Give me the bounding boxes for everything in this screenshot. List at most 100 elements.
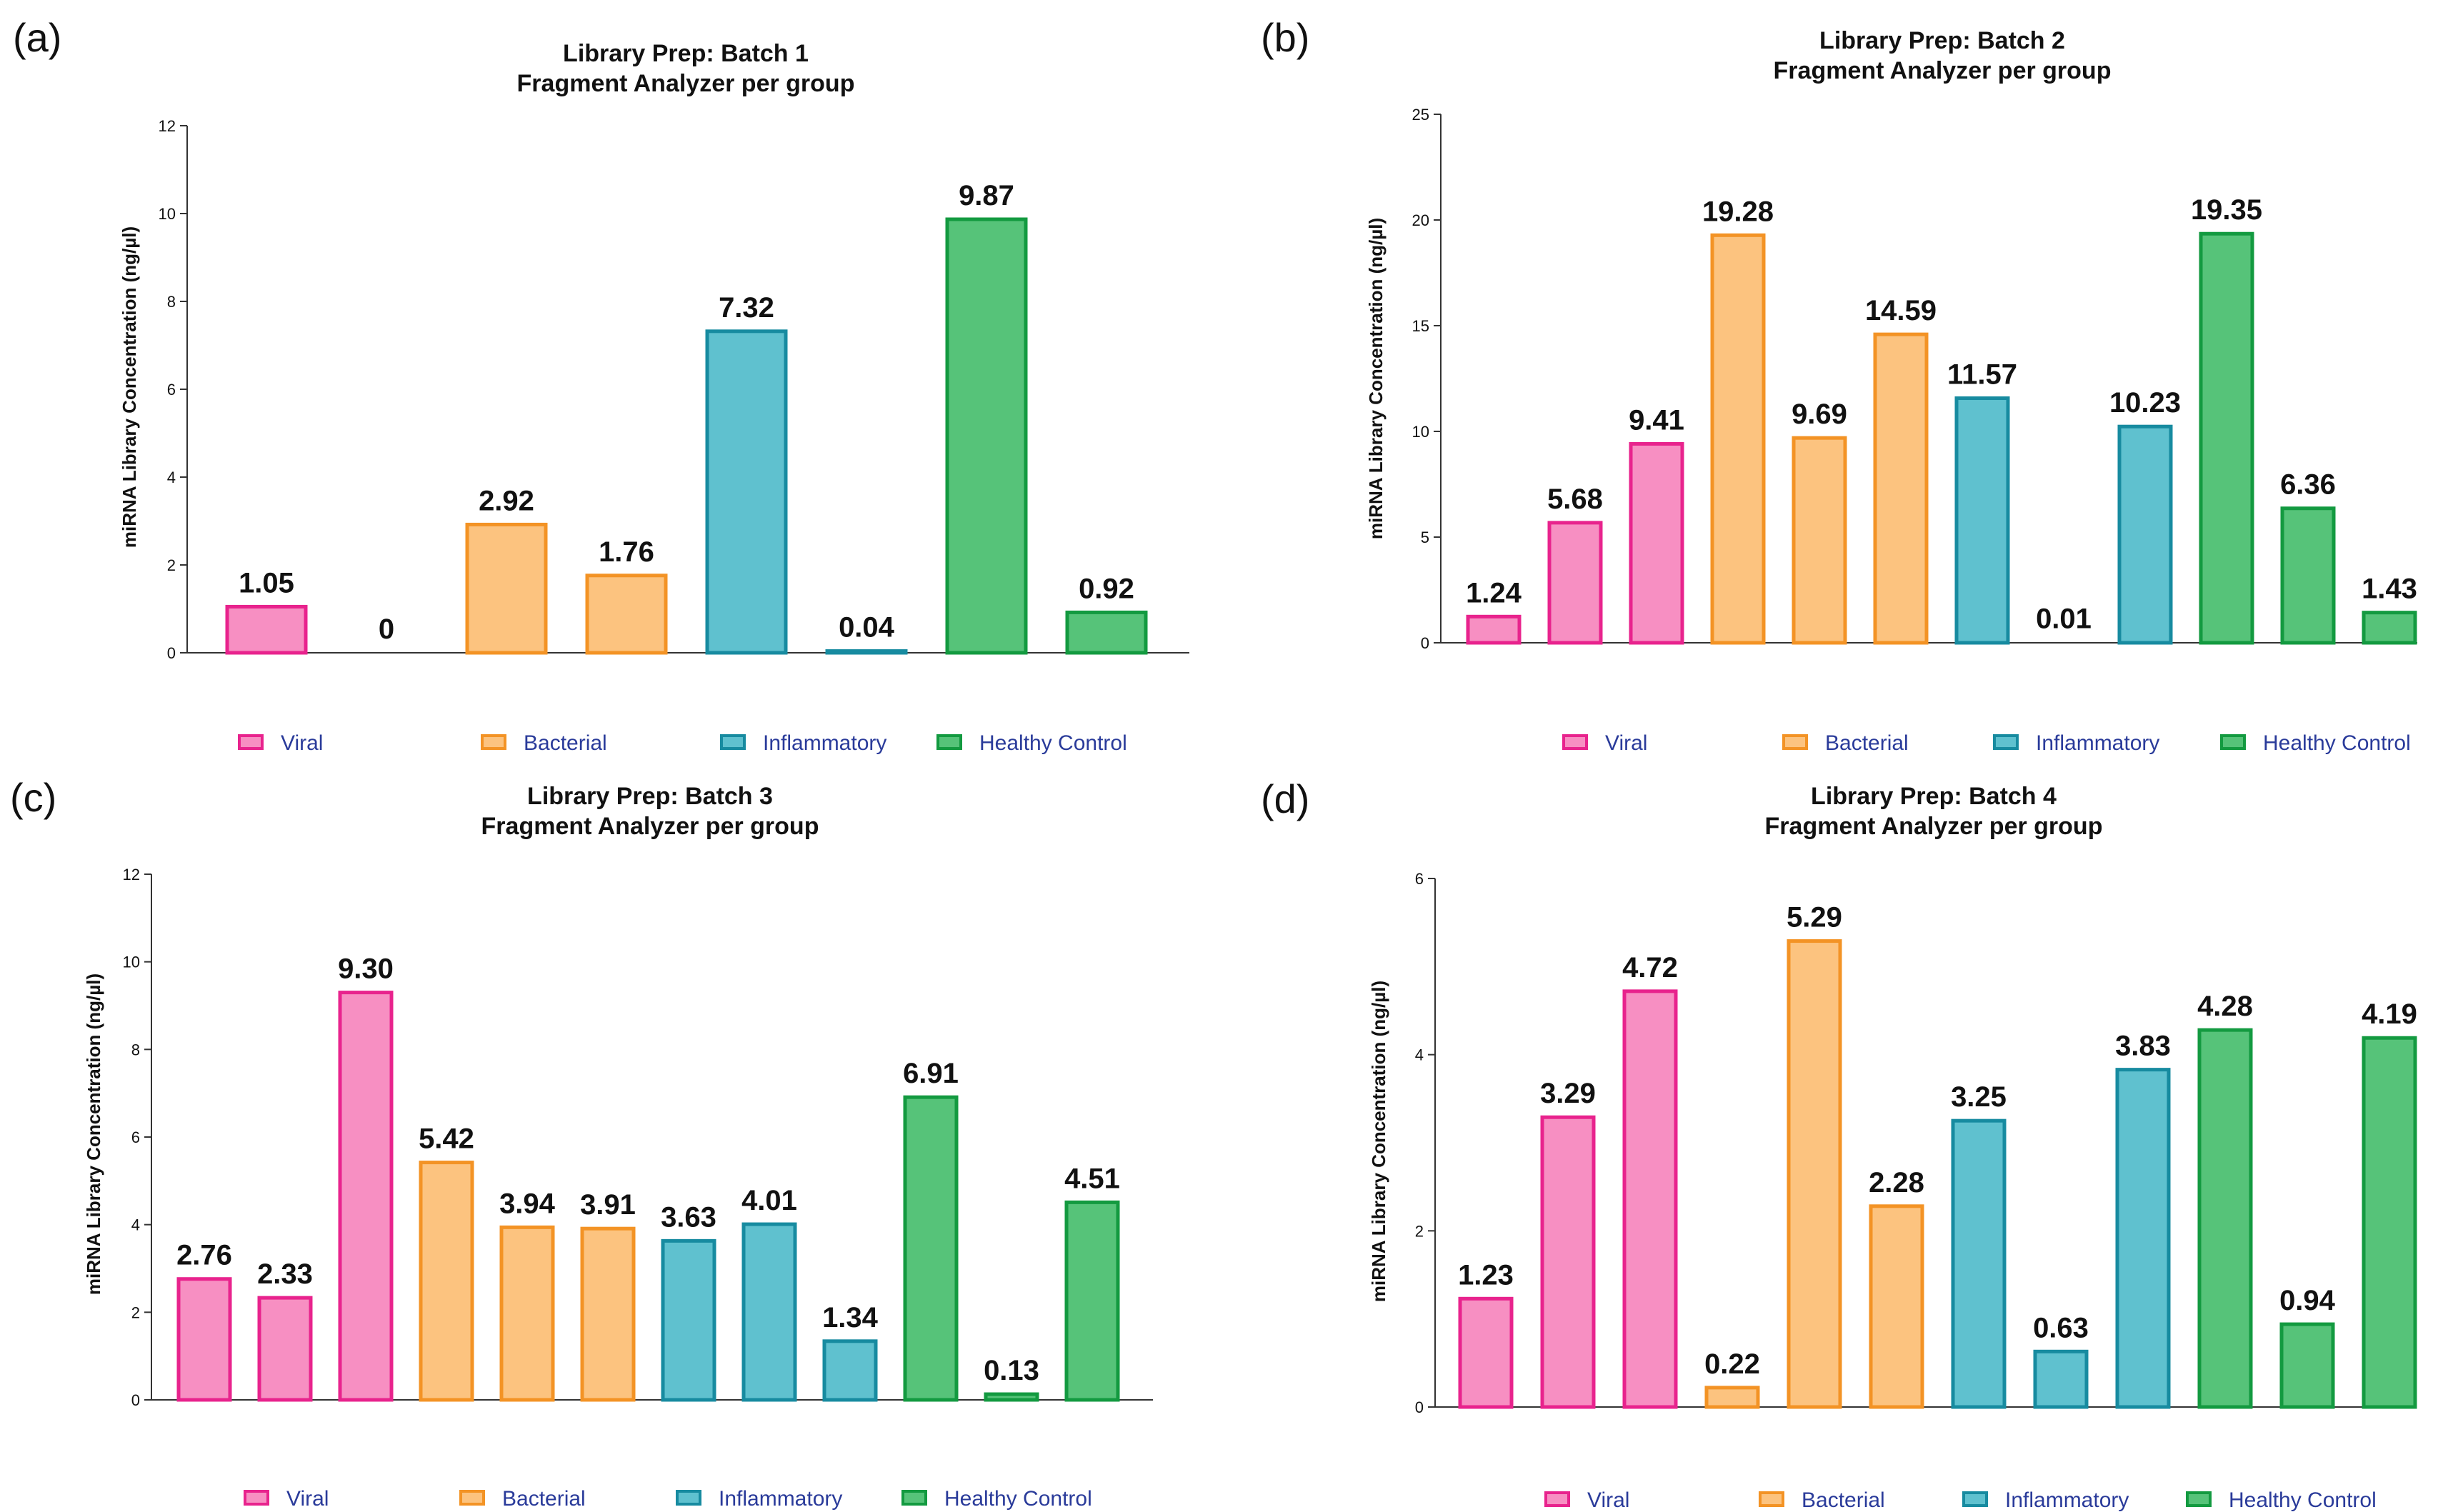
- bar: [903, 1095, 959, 1402]
- legend-swatch: [1759, 1491, 1784, 1507]
- y-tick-label: 10: [1412, 423, 1429, 441]
- data-label: 0.94: [2279, 1285, 2336, 1316]
- chart-title-line1: Library Prep: Batch 4: [1811, 783, 2057, 810]
- chart-svg-b: (b) Library Prep: Batch 2 Fragment Analy…: [1261, 15, 2417, 755]
- bar: [2199, 231, 2254, 645]
- chart-title-line1: Library Prep: Batch 1: [563, 40, 809, 67]
- bar: [1792, 436, 1847, 645]
- bar: [661, 1238, 716, 1402]
- bar: [1547, 521, 1603, 645]
- y-tick-label: 4: [167, 469, 176, 486]
- plot-area: 0 2 4 6 8 10 12 1.05 0 2.92 1.76 7.32 0.04 9.87 0.92: [159, 117, 1189, 662]
- data-label: 1.24: [1466, 577, 1522, 609]
- bar: [822, 1339, 878, 1402]
- legend: Viral Bacterial Inflammatory Healthy Contro…: [1562, 731, 2411, 755]
- legend-label: Viral: [286, 1487, 329, 1511]
- y-tick-label: 0: [1415, 1398, 1424, 1416]
- y-tick-label: 2: [167, 556, 176, 574]
- bar: [1954, 396, 2010, 645]
- chart-title-line1: Library Prep: Batch 2: [1819, 27, 2065, 54]
- data-label: 19.28: [1702, 196, 1774, 227]
- bar: [1629, 441, 1684, 645]
- plot-area: 0 2 4 6 8 10 12 2.76 2.33 9.30 5.42 3.94 3.91 3.63 4.0…: [123, 866, 1153, 1409]
- chart-title-line2: Fragment Analyzer per group: [1774, 57, 2112, 84]
- chart-title-line2: Fragment Analyzer per group: [481, 813, 819, 840]
- bar: [338, 991, 394, 1402]
- data-label: 10.23: [2109, 387, 2181, 419]
- legend-label: Bacterial: [502, 1487, 586, 1511]
- plot-area: 0 2 4 6 1.23 3.29 4.72 0.22 5.29 2.28 3.25 0.63 3.83…: [1415, 870, 2417, 1416]
- data-label: 2.92: [479, 485, 534, 516]
- data-label: 9.87: [959, 180, 1014, 211]
- bar: [1065, 610, 1148, 655]
- legend-swatch: [901, 1490, 927, 1506]
- legend-swatch: [1962, 1491, 1988, 1507]
- y-tick-label: 6: [131, 1128, 140, 1146]
- legend-swatch: [1993, 734, 2019, 750]
- y-tick-label: 20: [1412, 211, 1429, 229]
- chart-title-line2: Fragment Analyzer per group: [517, 70, 855, 97]
- panel-letter: (a): [13, 15, 61, 60]
- bar: [1710, 233, 1766, 645]
- data-label: 0: [379, 614, 394, 645]
- data-label: 2.28: [1869, 1167, 1924, 1198]
- bar: [945, 217, 1028, 655]
- bar: [2115, 1068, 2171, 1409]
- data-label: 3.63: [661, 1201, 716, 1233]
- data-label: 7.32: [719, 292, 774, 324]
- bar: [2033, 1349, 2089, 1409]
- y-tick-label: 6: [167, 381, 176, 399]
- y-tick-label: 0: [1421, 634, 1429, 652]
- bar: [465, 522, 548, 655]
- legend-swatch: [244, 1490, 269, 1506]
- data-label: 1.34: [822, 1302, 879, 1333]
- data-label: 3.83: [2115, 1031, 2171, 1062]
- data-label: 3.25: [1951, 1081, 2007, 1113]
- bar: [2117, 424, 2173, 645]
- bar: [225, 604, 308, 655]
- data-label: 0.13: [984, 1355, 1039, 1386]
- legend-label: Inflammatory: [719, 1487, 842, 1511]
- data-label: 4.19: [2362, 998, 2417, 1030]
- chart-title-line1: Library Prep: Batch 3: [527, 783, 773, 810]
- legend-swatch: [238, 734, 264, 750]
- legend-label: Viral: [1587, 1488, 1629, 1512]
- chart-panel-b: (b) Library Prep: Batch 2 Fragment Analy…: [1226, 0, 2453, 756]
- y-tick-label: 4: [1415, 1046, 1424, 1064]
- bar: [1704, 1386, 1760, 1409]
- data-label: 9.41: [1629, 404, 1684, 436]
- bar: [580, 1226, 636, 1402]
- bar: [2362, 611, 2417, 645]
- bar: [499, 1225, 555, 1402]
- y-tick-label: 2: [1415, 1222, 1424, 1240]
- y-tick-label: 25: [1412, 106, 1429, 124]
- y-tick-label: 15: [1412, 317, 1429, 335]
- y-tick-label: 0: [167, 644, 176, 662]
- legend-swatch: [2220, 734, 2246, 750]
- bar: [1869, 1204, 1924, 1409]
- data-label: 11.57: [1947, 359, 2017, 391]
- data-label: 4.72: [1622, 952, 1678, 983]
- legend-label: Bacterial: [524, 731, 607, 755]
- legend-swatch: [676, 1490, 701, 1506]
- bar: [2362, 1036, 2417, 1409]
- data-label: 2.76: [176, 1240, 232, 1271]
- y-tick-label: 0: [131, 1391, 140, 1409]
- data-label: 19.35: [2191, 194, 2262, 226]
- bar: [1064, 1200, 1120, 1402]
- y-tick-label: 12: [123, 866, 140, 883]
- y-tick-label: 6: [1415, 870, 1424, 888]
- legend: Viral Bacterial Inflammatory Healthy Contro…: [238, 731, 1127, 755]
- panel-letter: (d): [1261, 776, 1309, 821]
- legend-swatch: [2186, 1491, 2212, 1507]
- legend-swatch: [1544, 1491, 1570, 1507]
- bar: [1540, 1115, 1596, 1409]
- y-tick-label: 2: [131, 1303, 140, 1321]
- data-label: 5.42: [419, 1123, 474, 1155]
- data-label: 2.33: [257, 1258, 313, 1290]
- y-tick-label: 10: [159, 205, 176, 223]
- bar: [2280, 506, 2336, 645]
- plot-area: 0 5 10 15 20 25 1.24 5.68 9.41 19.28 9.69 14.59 11.5…: [1412, 106, 2417, 652]
- bar: [741, 1222, 797, 1402]
- data-label: 0.63: [2033, 1312, 2089, 1343]
